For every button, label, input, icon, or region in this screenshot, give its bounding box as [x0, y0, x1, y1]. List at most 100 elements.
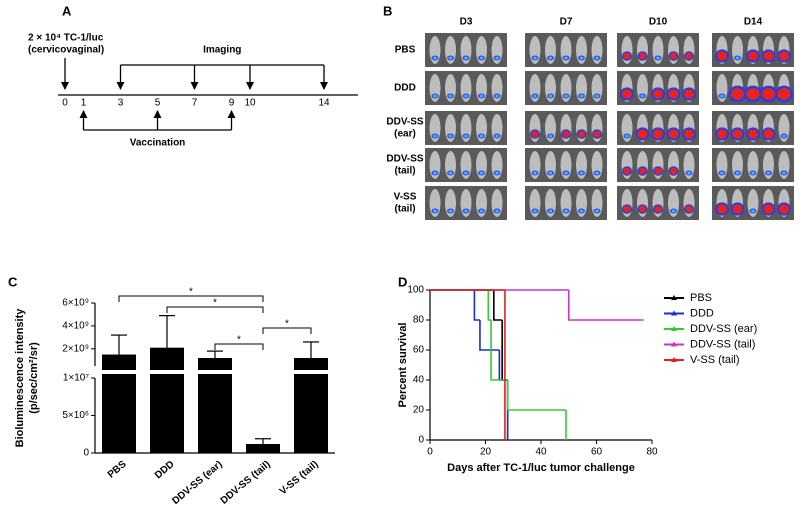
signal-core — [763, 204, 774, 214]
row-label: (tail) — [394, 166, 415, 177]
signal-core — [448, 94, 453, 98]
signal-core — [579, 209, 584, 213]
signal-core — [562, 130, 570, 138]
signal-core — [639, 205, 646, 213]
signal-core — [548, 94, 553, 98]
survival-step — [493, 290, 503, 321]
signal-core — [595, 171, 599, 175]
row-label: (tail) — [394, 204, 415, 215]
signal-core — [448, 171, 453, 175]
bar — [246, 444, 280, 453]
y-tick-label: 100 — [407, 285, 424, 296]
panel-label: D — [398, 274, 407, 289]
significance-bracket — [118, 295, 264, 302]
y-tick-label: 20 — [413, 405, 425, 416]
signal-core — [464, 134, 468, 138]
signal-core — [495, 56, 499, 60]
signal-core — [779, 204, 789, 214]
signal-core — [448, 209, 453, 213]
signal-core — [670, 52, 677, 60]
day-label: 7 — [192, 98, 198, 109]
signal-core — [623, 205, 631, 213]
survival-step — [487, 290, 492, 321]
signal-core — [685, 52, 693, 60]
signal-core — [533, 94, 537, 98]
y-axis-label: Percent survival — [397, 323, 409, 408]
significance-label: * — [213, 298, 217, 309]
day-label: 0 — [62, 98, 68, 109]
signal-core — [564, 209, 568, 213]
signal-core — [748, 51, 758, 61]
signal-core — [625, 134, 629, 138]
row-label: DDV-SS — [386, 117, 424, 128]
signal-core — [479, 56, 484, 60]
signal-core — [433, 171, 437, 175]
signal-core — [448, 134, 453, 138]
signal-core — [623, 52, 631, 60]
signal-core — [782, 134, 786, 138]
signal-core — [717, 51, 727, 61]
column-label: D10 — [649, 17, 668, 28]
significance-label: * — [189, 287, 193, 298]
survival-step — [506, 380, 566, 411]
signal-core — [433, 134, 437, 138]
signal-core — [593, 130, 601, 138]
y-tick-label: 5×10⁶ — [62, 410, 89, 421]
signal-core — [464, 171, 468, 175]
signal-core — [766, 171, 771, 175]
signal-core — [777, 88, 791, 100]
signal-core — [751, 171, 755, 175]
signal-core — [578, 130, 585, 138]
survival-step — [498, 350, 508, 381]
row-label: PBS — [395, 45, 416, 56]
y-tick-label: 4×10⁹ — [62, 321, 89, 332]
signal-core — [779, 51, 789, 61]
signal-core — [595, 94, 599, 98]
signal-core — [548, 134, 553, 138]
y-axis-label: (p/sec/cm²/sr) — [28, 342, 40, 414]
signal-core — [685, 205, 693, 213]
signal-core — [746, 88, 760, 100]
day-label: 1 — [81, 98, 87, 109]
vaccination-label: Vaccination — [130, 138, 186, 149]
signal-core — [639, 167, 646, 175]
signal-core — [653, 129, 663, 139]
bar — [150, 347, 184, 453]
column-label: D14 — [744, 17, 763, 28]
day-label: 5 — [155, 98, 161, 109]
y-tick-label: 60 — [413, 345, 425, 356]
x-tick-label: 60 — [591, 447, 603, 458]
signal-core — [595, 56, 599, 60]
challenge-label: (cervicovaginal) — [28, 45, 104, 56]
y-tick-label: 0 — [418, 435, 424, 446]
signal-core — [531, 130, 539, 138]
x-tick-label: V-SS (tail) — [278, 459, 321, 497]
row-label: DDV-SS — [386, 154, 424, 165]
survival-step — [490, 320, 508, 381]
day-label: 9 — [229, 98, 235, 109]
imaging-label: Imaging — [203, 45, 241, 56]
signal-core — [448, 56, 453, 60]
x-tick-label: DDD — [153, 459, 177, 481]
signal-core — [671, 209, 676, 213]
x-tick-label: DDV-SS (ear) — [170, 459, 224, 507]
signal-core — [684, 129, 694, 139]
signal-core — [762, 88, 775, 100]
signal-core — [720, 171, 724, 175]
signal-core — [668, 89, 679, 99]
y-axis-label: Bioluminescence intensity — [14, 308, 26, 448]
signal-core — [670, 167, 677, 175]
signal-core — [495, 134, 499, 138]
y-tick-label: 6×10⁹ — [62, 298, 89, 309]
legend-marker — [671, 341, 677, 347]
survival-step — [567, 290, 644, 321]
legend-marker — [671, 295, 677, 300]
y-tick-label: 1×10⁷ — [63, 373, 90, 384]
signal-core — [622, 89, 632, 99]
signal-core — [564, 94, 568, 98]
x-axis-label: Days after TC-1/luc tumor challenge — [447, 462, 635, 474]
signal-core — [763, 51, 774, 61]
signal-core — [495, 209, 499, 213]
signal-core — [433, 94, 437, 98]
